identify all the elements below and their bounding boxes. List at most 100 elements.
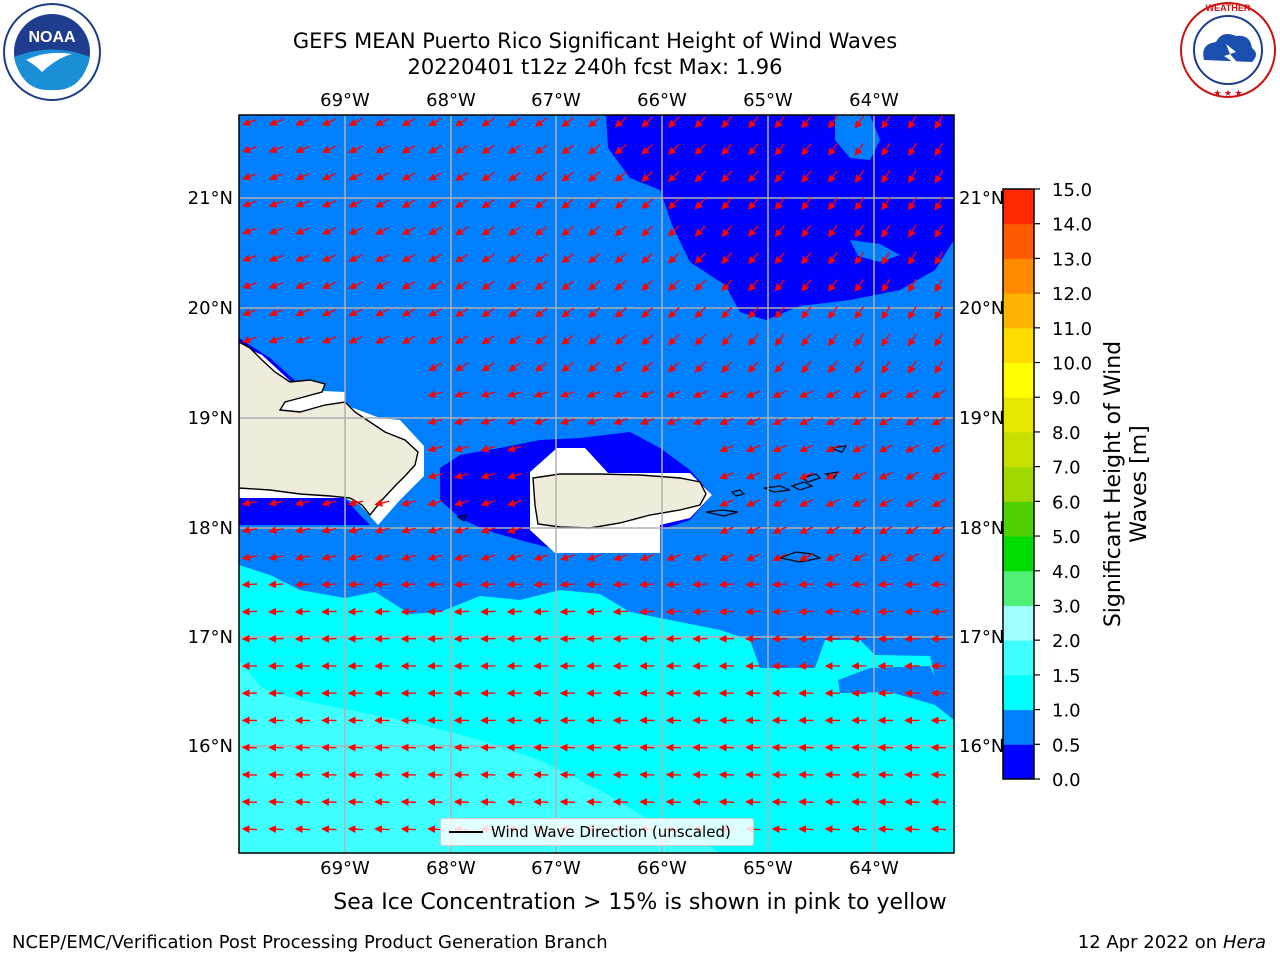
wave-direction-arrow: [268, 172, 284, 181]
wave-direction-arrow: [614, 361, 627, 373]
wave-direction-arrow: [268, 798, 284, 806]
wave-direction-arrow: [801, 116, 812, 129]
wave-direction-arrow: [931, 498, 946, 507]
wave-direction-arrow: [533, 417, 549, 426]
wave-direction-arrow: [427, 444, 443, 453]
colorbar-tick-label: 9.0: [1052, 388, 1081, 409]
wave-direction-arrow: [453, 580, 470, 589]
wave-direction-arrow: [931, 417, 946, 426]
wave-direction-arrow: [801, 279, 812, 292]
wave-direction-arrow: [507, 390, 522, 398]
wave-direction-arrow: [506, 798, 523, 806]
wave-direction-arrow: [295, 309, 310, 317]
wave-direction-arrow: [854, 143, 865, 156]
wave-direction-arrow: [854, 197, 865, 211]
wave-direction-arrow: [825, 390, 840, 398]
wave-direction-arrow: [400, 825, 417, 834]
wave-direction-arrow: [375, 118, 389, 126]
lon-label-bottom: 68°W: [426, 858, 476, 879]
wave-direction-arrow: [934, 360, 944, 374]
wave-direction-arrow: [242, 172, 257, 181]
wave-direction-arrow: [507, 499, 522, 507]
credit-branch: NCEP/EMC/Verification Post Processing Pr…: [12, 932, 608, 953]
wave-direction-arrow: [668, 171, 680, 183]
wave-direction-arrow: [694, 306, 706, 319]
wave-direction-arrow: [454, 117, 469, 127]
wave-direction-arrow: [561, 361, 574, 372]
wave-direction-arrow: [825, 499, 840, 507]
wave-direction-arrow: [534, 334, 548, 345]
wave-direction-arrow: [772, 417, 787, 425]
wave-direction-arrow: [348, 281, 363, 289]
wave-direction-arrow: [480, 580, 496, 589]
wave-direction-arrow: [321, 825, 337, 834]
wave-direction-arrow: [721, 361, 733, 373]
wave-direction-arrow: [719, 553, 734, 561]
wave-direction-arrow: [878, 498, 893, 507]
wave-direction-arrow: [481, 280, 495, 290]
wave-direction-arrow: [881, 360, 891, 374]
wave-direction-arrow: [614, 198, 627, 210]
wave-direction-arrow: [639, 607, 655, 616]
wave-direction-arrow: [534, 253, 548, 263]
wave-direction-arrow: [295, 336, 310, 344]
colorbar-swatch: [1003, 709, 1034, 745]
wave-direction-arrow: [480, 798, 496, 806]
wave-direction-arrow: [801, 170, 812, 183]
wave-direction-arrow: [321, 118, 337, 126]
wave-direction-arrow: [560, 390, 575, 398]
wave-direction-arrow: [321, 553, 337, 562]
wave-direction-arrow: [931, 471, 946, 480]
wave-direction-arrow: [828, 116, 838, 129]
wave-direction-arrow: [878, 390, 893, 398]
wave-direction-arrow: [718, 798, 735, 806]
wave-direction-arrow: [639, 553, 655, 562]
colorbar-swatch: [1003, 605, 1034, 641]
wave-direction-arrow: [401, 281, 416, 290]
wave-direction-arrow: [799, 553, 814, 561]
wave-direction-arrow: [748, 225, 759, 238]
wave-direction-arrow: [507, 444, 522, 453]
wave-direction-arrow: [719, 472, 734, 480]
wave-direction-arrow: [930, 580, 947, 589]
wave-direction-arrow: [881, 197, 891, 211]
wave-direction-arrow: [798, 798, 814, 806]
wave-direction-arrow: [481, 199, 495, 209]
wave-direction-arrow: [614, 225, 627, 237]
wave-direction-arrow: [294, 553, 310, 562]
wave-direction-arrow: [825, 553, 840, 561]
wave-direction-arrow: [588, 198, 601, 209]
wave-direction-arrow: [828, 252, 838, 265]
wave-direction-arrow: [828, 306, 838, 320]
wave-direction-arrow: [774, 116, 785, 129]
wave-direction-arrow: [772, 499, 787, 507]
wave-direction-arrow: [295, 254, 310, 262]
wave-direction-arrow: [400, 526, 416, 534]
wave-direction-arrow: [641, 252, 654, 264]
wave-direction-arrow: [748, 197, 759, 210]
wave-direction-arrow: [241, 526, 258, 534]
wave-direction-arrow: [774, 306, 785, 319]
wave-direction-arrow: [561, 225, 574, 236]
wave-direction-arrow: [772, 390, 787, 398]
wave-direction-arrow: [908, 197, 917, 211]
wave-direction-arrow: [508, 280, 522, 291]
wave-direction-arrow: [748, 361, 759, 374]
wave-direction-arrow: [668, 252, 680, 264]
wave-direction-arrow: [481, 335, 495, 345]
wave-direction-arrow: [854, 333, 865, 347]
wave-direction-arrow: [588, 307, 601, 318]
wave-direction-arrow: [428, 172, 442, 181]
wave-direction-arrow: [748, 143, 759, 156]
wave-direction-arrow: [614, 252, 627, 264]
wave-direction-arrow: [454, 553, 469, 562]
wave-direction-arrow: [905, 417, 919, 426]
wave-direction-arrow: [877, 825, 894, 834]
wave-direction-arrow: [508, 226, 522, 236]
wave-direction-arrow: [321, 308, 337, 317]
wave-direction-arrow: [427, 417, 443, 426]
wave-direction-arrow: [772, 444, 787, 453]
wave-direction-arrow: [798, 607, 814, 616]
wave-direction-arrow: [665, 580, 682, 589]
